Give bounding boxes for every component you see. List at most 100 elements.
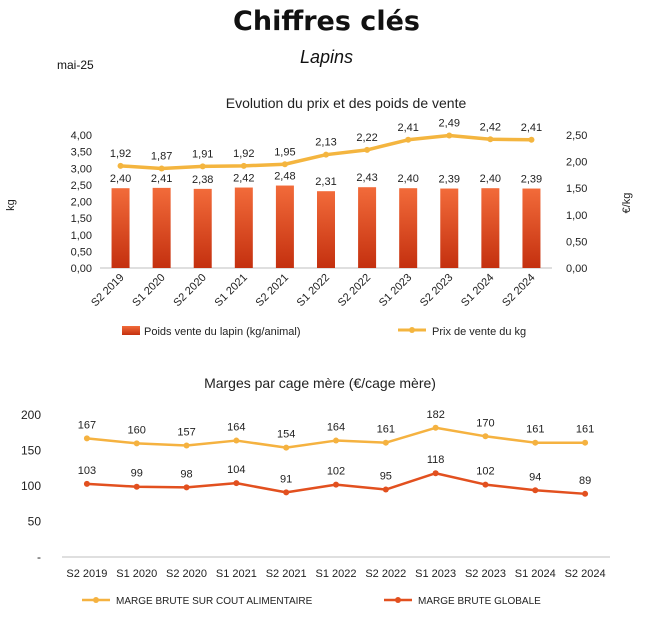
marge-globale-point — [183, 484, 190, 491]
x-tick-label: S1 2021 — [212, 272, 249, 309]
bar — [522, 188, 541, 268]
bar-data-label: 2,41 — [151, 173, 172, 185]
marge-globale-data-label: 103 — [78, 465, 96, 477]
x-tick-label: S2 2019 — [66, 568, 107, 580]
y-right-tick-label: 0,50 — [566, 236, 587, 248]
x-tick-label: S1 2024 — [459, 272, 496, 309]
bar-data-label: 2,42 — [233, 173, 254, 185]
marge-alim-data-label: 157 — [177, 427, 195, 439]
marge-globale-data-label: 99 — [131, 468, 143, 480]
legend-bar-label: Poids vente du lapin (kg/animal) — [144, 326, 301, 338]
bar — [358, 187, 377, 268]
bar-data-label: 2,31 — [315, 176, 336, 188]
price-data-label: 2,22 — [356, 132, 377, 144]
y-left-tick-label: 2,00 — [71, 197, 92, 209]
marge-alim-point — [382, 439, 389, 446]
marge-globale-data-label: 98 — [180, 468, 192, 480]
bar-data-label: 2,39 — [521, 174, 542, 186]
bar — [111, 188, 130, 268]
y-right-tick-label: 2,50 — [566, 130, 587, 142]
marge-alim-data-label: 164 — [227, 422, 245, 434]
marge-alim-point — [83, 435, 90, 442]
legend-price-marker — [409, 327, 415, 333]
marge-globale-data-label: 118 — [427, 454, 445, 466]
y-tick-label: - — [37, 550, 41, 564]
y-right-tick-label: 1,50 — [566, 183, 587, 195]
marge-alim-data-label: 161 — [576, 424, 594, 436]
x-tick-label: S1 2023 — [415, 568, 456, 580]
marge-alim-data-label: 161 — [526, 424, 544, 436]
y-right-axis-label: €/kg — [621, 193, 633, 214]
marge-globale-data-label: 102 — [327, 466, 345, 478]
y-left-tick-label: 0,00 — [71, 263, 92, 275]
marge-alim-point — [183, 442, 190, 449]
marge-alim-data-label: 182 — [426, 409, 444, 421]
price-point — [199, 163, 206, 170]
price-weight-chart: Evolution du prix et des poids de vente … — [5, 95, 633, 338]
price-point — [117, 162, 124, 169]
marge-globale-point — [382, 486, 389, 493]
price-point — [158, 165, 165, 172]
bar — [440, 188, 459, 268]
legend-marge-globale-label: MARGE BRUTE GLOBALE — [418, 596, 541, 607]
legend-marge-alim-label: MARGE BRUTE SUR COUT ALIMENTAIRE — [116, 596, 313, 607]
marge-alim-point — [333, 437, 339, 444]
bar-data-label: 2,39 — [439, 174, 460, 186]
x-tick-label: S1 2022 — [316, 568, 357, 580]
y-left-tick-label: 1,50 — [71, 213, 92, 225]
marge-globale-point — [283, 489, 290, 496]
x-tick-label: S2 2021 — [254, 272, 291, 309]
marge-alim-data-label: 170 — [476, 417, 494, 429]
bar — [481, 188, 500, 268]
y-left-tick-label: 1,00 — [71, 230, 92, 242]
y-right-tick-label: 0,00 — [566, 263, 587, 275]
x-tick-label: S2 2022 — [365, 568, 406, 580]
legend-price-label: Prix de vente du kg — [432, 326, 526, 338]
price-point — [405, 136, 412, 143]
y-left-tick-label: 3,00 — [71, 163, 92, 175]
bar — [317, 191, 335, 268]
marge-globale-data-label: 91 — [280, 473, 292, 485]
x-tick-label: S1 2020 — [116, 568, 157, 580]
price-point — [281, 161, 288, 168]
x-tick-label: S2 2024 — [565, 568, 606, 580]
x-tick-label: S2 2021 — [266, 568, 307, 580]
x-tick-label: S1 2024 — [515, 568, 556, 580]
y-left-tick-label: 0,50 — [71, 246, 92, 258]
report-date: mai-25 — [57, 58, 94, 72]
marge-alim-point — [283, 444, 290, 451]
x-tick-label: S2 2024 — [500, 272, 537, 309]
x-tick-label: S1 2022 — [295, 272, 332, 309]
bar-data-label: 2,40 — [110, 173, 131, 185]
marge-globale-data-label: 102 — [476, 466, 494, 478]
price-point — [528, 136, 535, 143]
x-tick-label: S2 2023 — [418, 272, 455, 309]
marge-globale-point — [582, 490, 589, 497]
y-left-axis-label: kg — [5, 199, 17, 211]
y-left-tick-label: 2,50 — [71, 180, 92, 192]
price-data-label: 2,13 — [315, 137, 336, 149]
x-tick-label: S1 2020 — [130, 272, 167, 309]
x-tick-label: S1 2021 — [216, 568, 257, 580]
marge-globale-point — [532, 487, 539, 494]
bar — [193, 188, 212, 268]
marge-globale-point — [432, 470, 439, 477]
marge-globale-data-label: 104 — [227, 464, 245, 476]
marge-alim-point — [582, 439, 589, 446]
legend-bar-swatch — [122, 326, 140, 335]
bar-data-label: 2,43 — [356, 172, 377, 184]
marge-globale-data-label: 95 — [380, 471, 392, 483]
margins-chart: Marges par cage mère (€/cage mère) - 50 10… — [21, 375, 610, 607]
price-data-label: 1,92 — [110, 148, 131, 160]
price-point — [364, 146, 371, 153]
bar — [234, 187, 253, 268]
x-tick-label: S2 2020 — [171, 272, 208, 309]
marge-alim-data-label: 167 — [78, 419, 96, 431]
bar-data-label: 2,40 — [397, 173, 418, 185]
bar — [152, 187, 171, 268]
marge-globale-data-label: 94 — [529, 471, 541, 483]
marge-alim-point — [532, 439, 539, 446]
marge-globale-point — [233, 480, 240, 487]
page-subtitle: Lapins — [299, 47, 354, 67]
x-tick-label: S2 2022 — [336, 272, 373, 309]
